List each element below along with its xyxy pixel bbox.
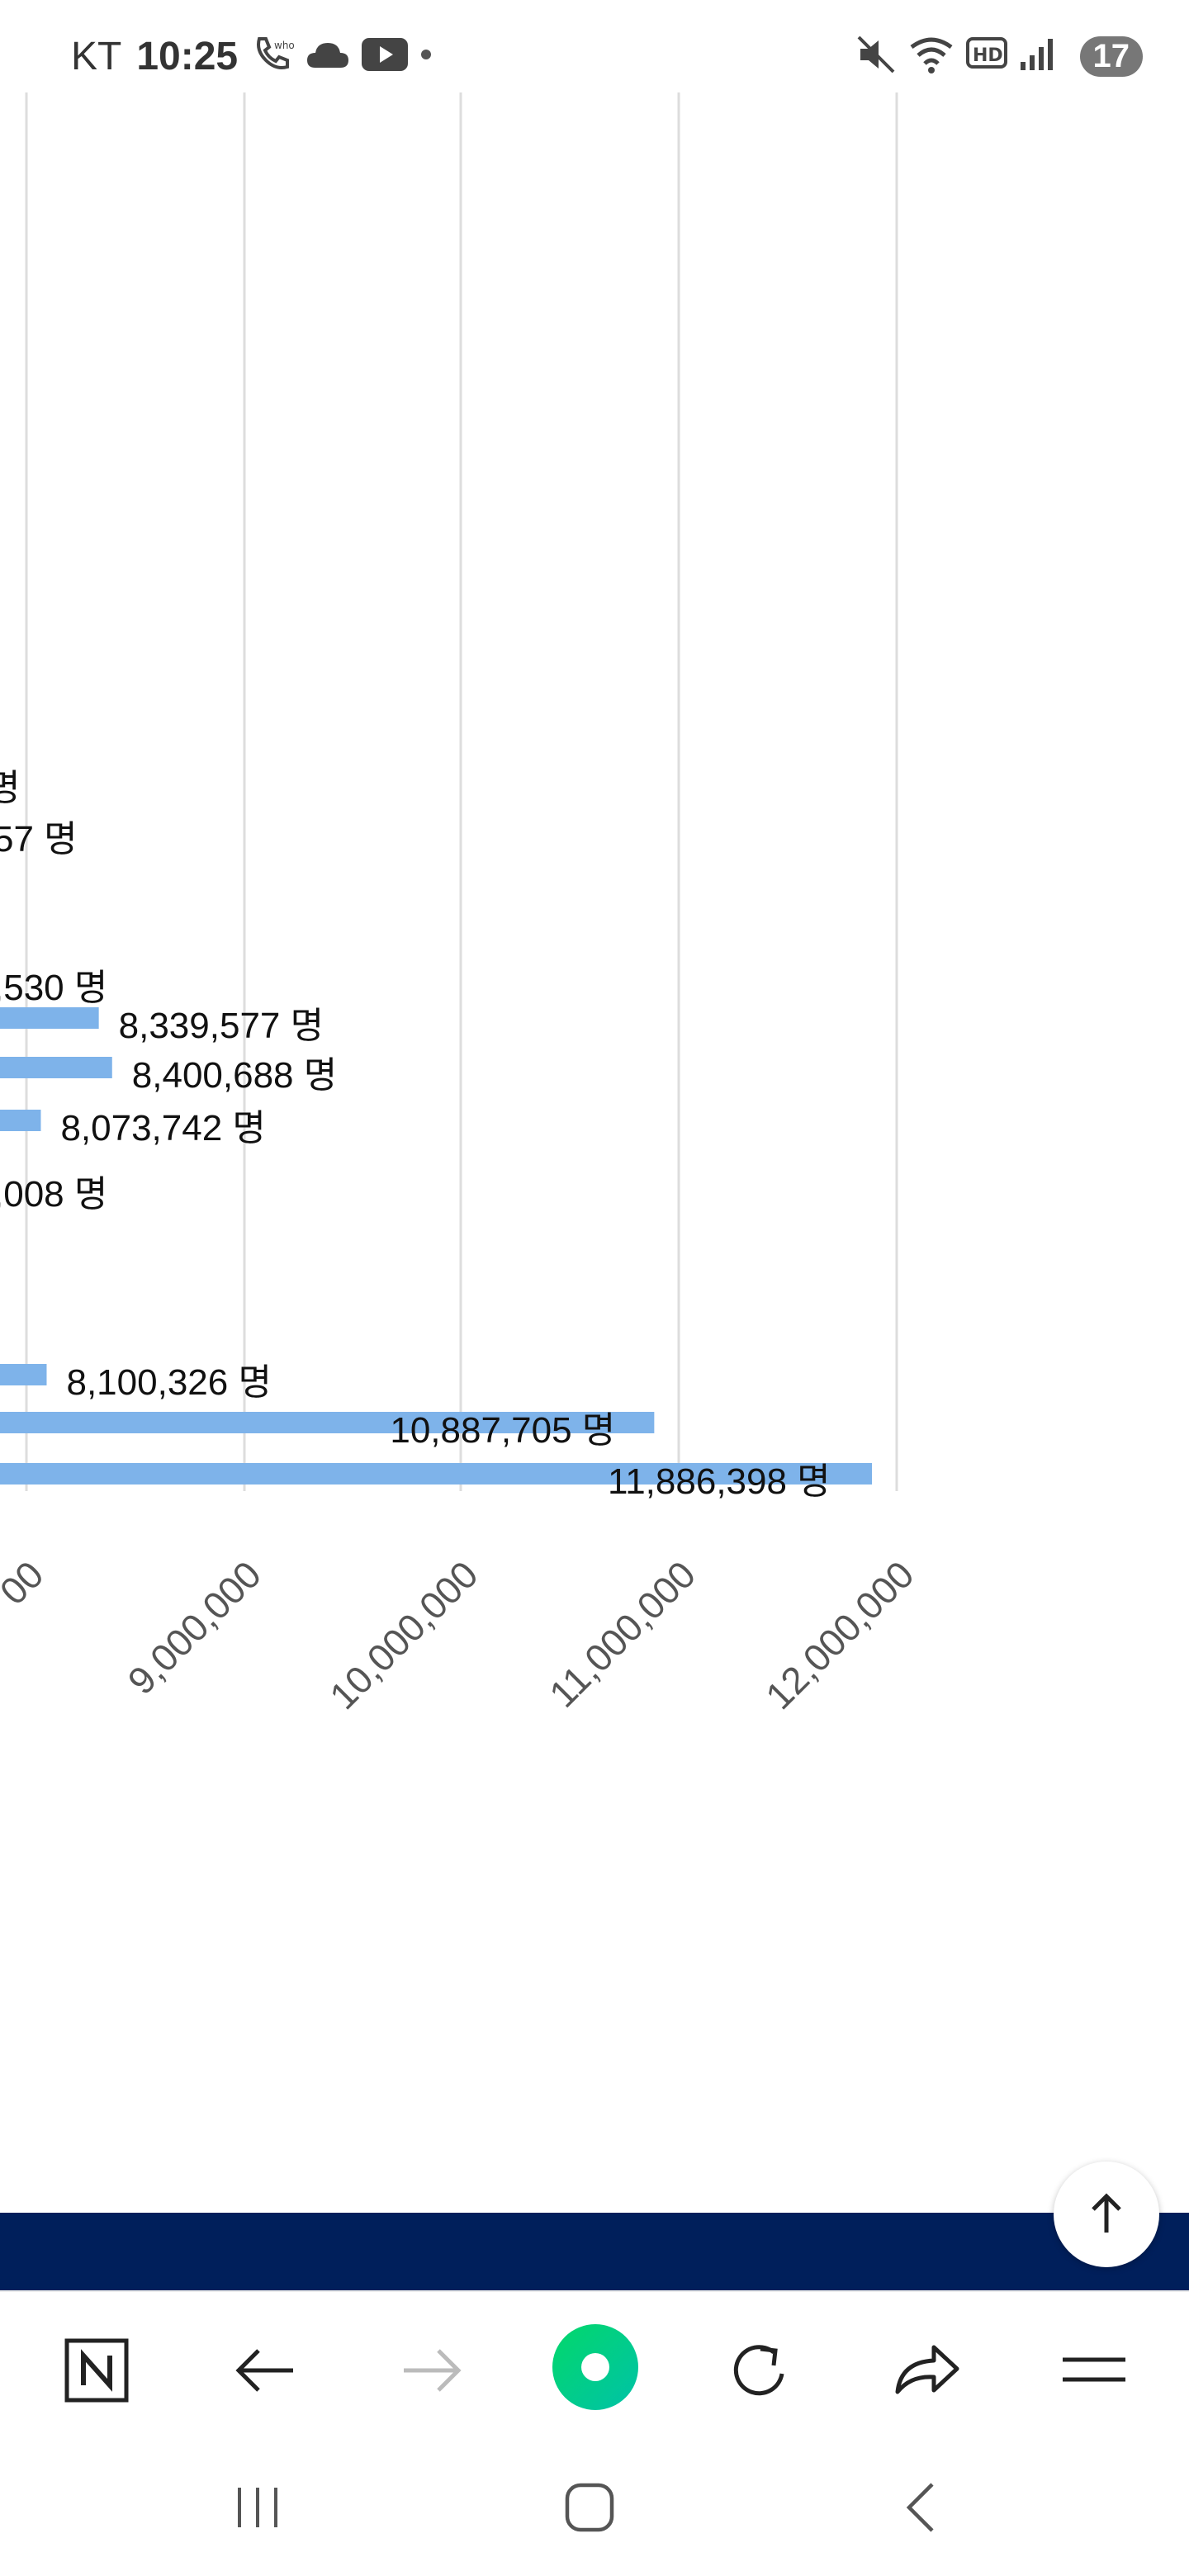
wifi-icon [908,34,955,79]
carrier-label: KT [71,34,122,78]
refresh-icon [733,2345,784,2396]
bar-value-label: 8,400,688 명 [131,1055,338,1096]
signal-icon [1019,37,1055,76]
bar-value-label: 8,100,326 명 [66,1362,272,1403]
youtube-icon [362,37,409,75]
home-button[interactable] [548,2470,631,2545]
battery-level-badge: 17 [1079,36,1143,77]
bar-value-label: 8,339,577 명 [118,1006,324,1046]
bar-chart: 8,339,577 명 8,400,688 명 8,073,742 명 8,100,3… [0,92,922,1717]
home-icon [565,2483,614,2532]
browser-toolbar [0,2290,1189,2442]
share-button[interactable] [890,2333,964,2408]
back-nav-button[interactable] [880,2470,963,2545]
green-dot-icon [552,2324,638,2410]
cloud-icon [306,40,350,73]
chart-bar [0,1110,41,1131]
naver-icon [64,2338,129,2403]
clock: 10:25 [136,34,239,78]
chart-bar [0,1364,47,1385]
svg-text:who: who [274,40,294,51]
chart-bar [0,1463,873,1485]
chart-bar [0,1057,112,1078]
share-icon [895,2345,959,2394]
naver-home-button[interactable] [59,2333,134,2408]
recent-apps-button[interactable] [216,2470,299,2545]
bar-value-label: 10,887,705 명 [390,1410,616,1451]
bar-value-label: 8,073,742 명 [60,1108,266,1148]
bar-value-label: 11,886,398 명 [608,1461,831,1502]
back-arrow-icon [235,2349,293,2392]
forward-arrow-icon [404,2349,462,2392]
clipped-value-label: 명 [0,768,21,808]
chart-canvas [0,92,898,1491]
arrow-up-icon [1092,2193,1121,2233]
menu-button[interactable] [1057,2333,1131,2408]
footer-banner [0,2213,1189,2290]
system-navigation-bar [0,2441,1189,2576]
hd-voice-icon: HD [965,36,1007,76]
chart-bar [0,1412,655,1433]
refresh-button[interactable] [723,2333,798,2408]
dot-icon [419,48,433,65]
back-button[interactable] [228,2333,302,2408]
menu-icon [1063,2357,1125,2382]
clipped-value-label: 57 명 [0,819,78,859]
scroll-to-top-button[interactable] [1054,2162,1159,2267]
forward-button[interactable] [395,2333,469,2408]
recent-apps-icon [238,2488,277,2527]
call-icon: who [251,34,295,79]
mute-icon [855,34,897,79]
chart-bar [0,1007,99,1029]
chevron-left-icon [906,2483,934,2532]
clipped-value-label: ,530 명 [0,968,108,1008]
svg-text:HD: HD [973,45,1003,66]
status-bar: KT 10:25 who HD 17 [0,0,1189,107]
green-dot-button[interactable] [550,2322,641,2413]
clipped-value-label: ,008 명 [0,1174,108,1215]
